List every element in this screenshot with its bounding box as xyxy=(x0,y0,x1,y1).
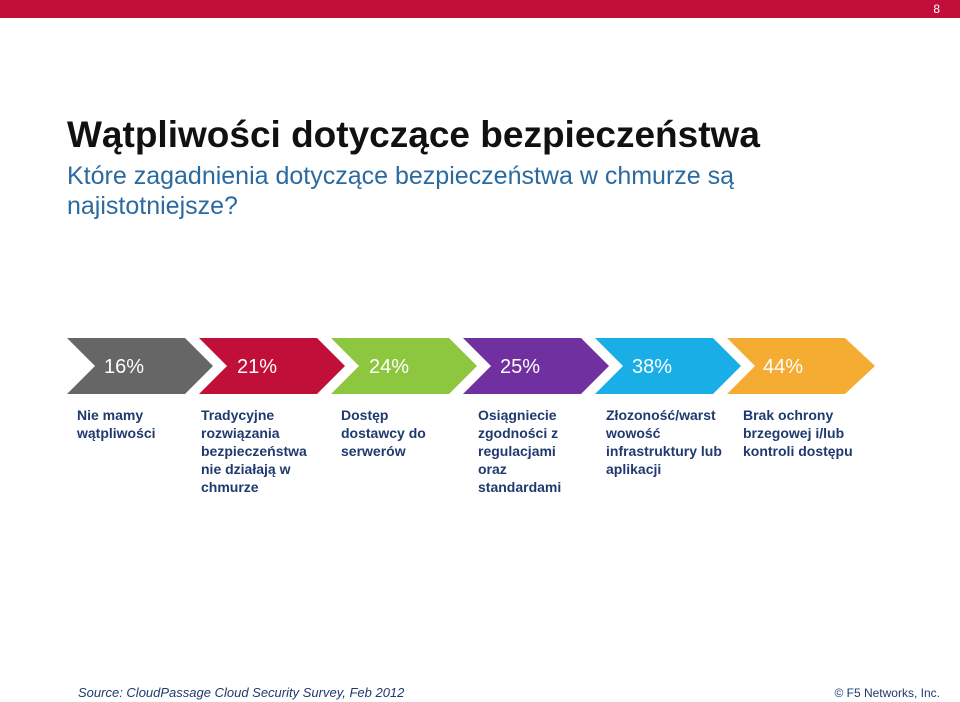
step-label-6: Brak ochrony brzegowej i/lub kontroli dost… xyxy=(743,407,853,459)
copyright-notice: © F5 Networks, Inc. xyxy=(834,686,940,700)
step-label-5: Złozoność/warst wowość infrastruktury lub a… xyxy=(606,407,722,477)
chevron-step-5: 38% xyxy=(595,338,741,394)
chevron-shape-5 xyxy=(595,338,741,394)
chevron-shape-6 xyxy=(727,338,875,394)
chevron-percent-1: 16% xyxy=(104,356,144,378)
chevron-step-3: 24% xyxy=(331,338,477,394)
chevron-percent-5: 38% xyxy=(632,356,672,378)
chevron-percent-3: 24% xyxy=(369,356,409,378)
step-label-2: Tradycyjne rozwiązania bezpieczeństwa nie d… xyxy=(201,407,307,495)
chevron-step-6: 44% xyxy=(727,338,875,394)
chevron-step-4: 25% xyxy=(463,338,609,394)
source-note: Source: CloudPassage Cloud Security Surv… xyxy=(78,685,405,700)
step-label-1: Nie mamy wątpliwości xyxy=(77,407,156,441)
chevron-percent-2: 21% xyxy=(237,356,277,378)
page-title: Wątpliwości dotyczące bezpieczeństwa xyxy=(67,114,760,155)
chevron-shape-2 xyxy=(199,338,345,394)
chevron-percent-4: 25% xyxy=(500,356,540,378)
chevron-percent-6: 44% xyxy=(763,356,803,378)
step-label-3: Dostęp dostawcy do serwerów xyxy=(341,407,426,459)
chevron-step-2: 21% xyxy=(199,338,345,394)
page-number: 8 xyxy=(933,2,940,16)
step-label-4: Osiągniecie zgodności z regulacjami oraz sta… xyxy=(478,407,562,495)
chevron-shape-1 xyxy=(67,338,213,394)
chevron-shape-4 xyxy=(463,338,609,394)
top-bar: 8 xyxy=(0,0,960,18)
chevron-step-1: 16% xyxy=(67,338,213,394)
page-subtitle: Które zagadnienia dotyczące bezpieczeńst… xyxy=(67,162,735,220)
chevron-shape-3 xyxy=(331,338,477,394)
